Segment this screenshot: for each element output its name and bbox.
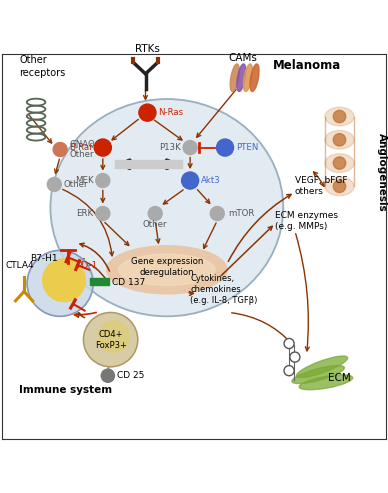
Text: Other: Other: [64, 180, 88, 189]
Text: CD4+
FoxP3+: CD4+ FoxP3+: [95, 329, 126, 350]
Circle shape: [290, 352, 300, 362]
Circle shape: [139, 104, 156, 121]
Circle shape: [47, 177, 61, 191]
Text: Akt3: Akt3: [201, 176, 221, 185]
Circle shape: [333, 157, 346, 169]
Text: P13K: P13K: [159, 143, 181, 152]
Circle shape: [333, 134, 346, 146]
Circle shape: [210, 207, 224, 220]
Ellipse shape: [119, 254, 215, 285]
Circle shape: [182, 172, 199, 189]
Text: Gene expression
deregulation: Gene expression deregulation: [131, 257, 203, 278]
Bar: [90, 278, 109, 285]
Circle shape: [284, 366, 294, 376]
Text: ERK: ERK: [76, 209, 94, 218]
Text: B7-H1: B7-H1: [31, 253, 58, 263]
Text: Other
receptors: Other receptors: [19, 55, 66, 78]
Text: CAMs: CAMs: [228, 53, 257, 63]
Ellipse shape: [325, 177, 354, 196]
Ellipse shape: [107, 246, 227, 294]
Circle shape: [217, 139, 234, 156]
Text: Melanoma: Melanoma: [272, 60, 341, 72]
Ellipse shape: [299, 375, 353, 390]
Text: PTEN: PTEN: [236, 143, 258, 152]
Ellipse shape: [325, 131, 354, 149]
Ellipse shape: [292, 365, 345, 384]
Ellipse shape: [237, 64, 246, 92]
Ellipse shape: [250, 64, 259, 92]
Ellipse shape: [50, 99, 283, 317]
Circle shape: [183, 141, 197, 154]
Text: Cytokines,
chemokines
(e.g. IL-8, TGFβ): Cytokines, chemokines (e.g. IL-8, TGFβ): [190, 274, 258, 305]
Ellipse shape: [230, 64, 239, 92]
Text: GNAQ
Other: GNAQ Other: [69, 140, 95, 159]
Circle shape: [98, 321, 129, 352]
Circle shape: [333, 180, 346, 193]
Ellipse shape: [243, 64, 253, 92]
Circle shape: [43, 259, 85, 302]
Text: CTLA4: CTLA4: [6, 261, 35, 270]
Circle shape: [96, 174, 110, 187]
Text: mTOR: mTOR: [228, 209, 255, 218]
Circle shape: [53, 142, 67, 156]
Text: Other: Other: [143, 220, 168, 229]
Text: ECM: ECM: [328, 373, 351, 384]
Circle shape: [27, 250, 93, 317]
Circle shape: [148, 207, 162, 220]
Bar: [115, 160, 182, 168]
Text: PD-1: PD-1: [76, 261, 98, 270]
Text: RTKs: RTKs: [135, 44, 160, 54]
Circle shape: [101, 369, 114, 382]
Text: VEGF, bFGF
others: VEGF, bFGF others: [295, 176, 347, 196]
Text: Angiogenesis: Angiogenesis: [377, 134, 387, 212]
Text: CD 137: CD 137: [112, 278, 145, 287]
Text: Immune system: Immune system: [19, 385, 113, 395]
Text: N-Ras: N-Ras: [158, 108, 184, 117]
Text: B-Raf: B-Raf: [69, 143, 92, 152]
Circle shape: [96, 207, 110, 220]
Ellipse shape: [325, 107, 354, 126]
Circle shape: [284, 339, 294, 349]
Circle shape: [333, 110, 346, 123]
Ellipse shape: [325, 154, 354, 173]
Circle shape: [83, 313, 138, 367]
Text: MEK: MEK: [75, 176, 94, 185]
Text: CD 25: CD 25: [117, 371, 144, 380]
Text: ECM enzymes
(e.g. MMPs): ECM enzymes (e.g. MMPs): [275, 211, 338, 231]
Circle shape: [94, 139, 111, 156]
Ellipse shape: [296, 356, 348, 378]
